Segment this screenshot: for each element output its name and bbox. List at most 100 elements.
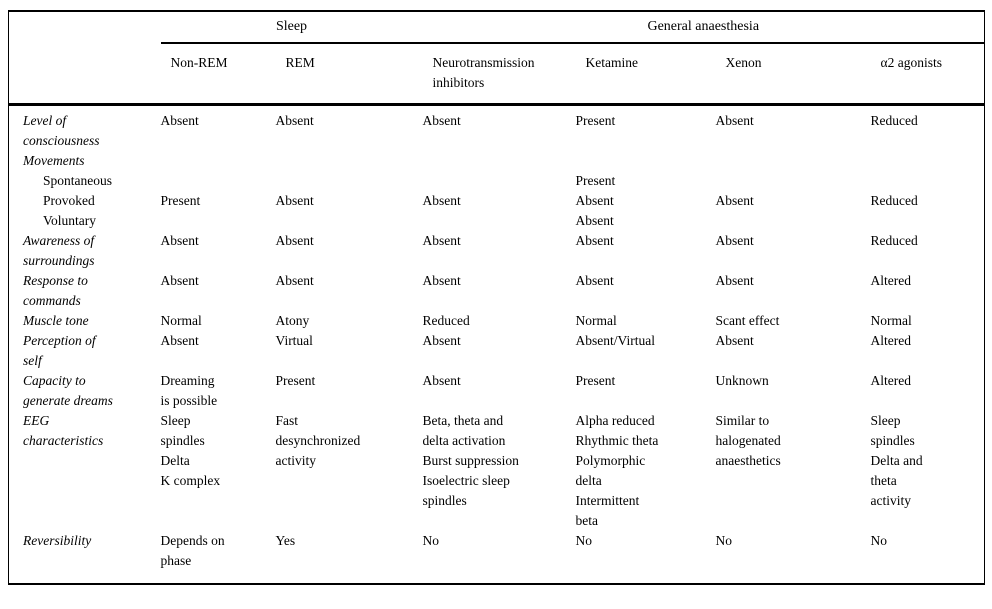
table-cell: Present (575, 373, 616, 388)
table-cell (576, 151, 716, 171)
table-cell (276, 211, 423, 231)
row-label: Voluntary (43, 213, 96, 228)
table-cell: Absent (160, 333, 199, 348)
row-label: Movements (23, 153, 85, 168)
column-header-stub (8, 43, 161, 106)
table-cell (161, 171, 276, 191)
table-cell: Absent (422, 373, 461, 388)
table-cell: Absent (275, 193, 314, 208)
table-cell (161, 211, 276, 231)
table-cell: Fast desynchronized activity (275, 413, 361, 468)
table-cell: Present (575, 113, 616, 128)
table-cell: Absent (160, 113, 199, 128)
table-cell: Absent (275, 113, 314, 128)
table-cell: Yes (275, 533, 296, 548)
row-label: Perception of self (23, 333, 96, 368)
table-cell (423, 151, 576, 171)
table-cell: Reduced (870, 233, 918, 248)
table-row: Perception of self Absent Virtual Absent Abs… (9, 331, 985, 371)
table-cell: Beta, theta and delta activation Burst s… (422, 413, 519, 508)
row-label: Provoked (43, 193, 95, 208)
table-cell: Absent (575, 273, 614, 288)
table-cell: Absent (715, 233, 754, 248)
table-body: Level of consciousness Absent Absent Absent… (9, 105, 985, 585)
table-cell: No (870, 533, 888, 548)
table-cell: Present (575, 173, 616, 188)
table-cell: Absent (715, 273, 754, 288)
table-cell: Normal (160, 313, 202, 328)
column-header-row: Non-REM REM Neurotransmission inhibitors… (8, 43, 985, 106)
table-cell: Alpha reduced Rhythmic theta Polymorphic… (575, 413, 659, 528)
column-header-ketamine: Ketamine (575, 43, 716, 106)
table-cell: Absent (422, 193, 461, 208)
table-row: Spontaneous Present (9, 171, 985, 191)
table-cell (276, 151, 423, 171)
table-header: Sleep General anaesthesia Non-REM REM Ne… (8, 11, 985, 106)
column-header-rem: REM (275, 43, 423, 106)
table-cell (871, 171, 985, 191)
group-header-row: Sleep General anaesthesia (9, 11, 985, 44)
table-cell: Altered (870, 373, 911, 388)
column-header-non-rem: Non-REM (160, 43, 276, 106)
table-cell: Absent/Virtual (575, 333, 655, 348)
group-header-general-anaesthesia: General anaesthesia (422, 11, 985, 44)
table-row: Reversibility Depends on phase Yes No No No No (9, 531, 985, 584)
table-cell: Absent (160, 273, 199, 288)
table-cell: Normal (575, 313, 617, 328)
table-cell: Present (160, 193, 201, 208)
table-cell: Absent (715, 113, 754, 128)
table-cell: Absent (275, 273, 314, 288)
row-label: Response to commands (23, 273, 88, 308)
sleep-vs-anaesthesia-table: Sleep General anaesthesia Non-REM REM Ne… (8, 10, 986, 585)
table-row: Provoked Present Absent Absent Absent Absent R… (9, 191, 985, 211)
column-header-neurotransmission-inhibitors: Neurotransmission inhibitors (422, 43, 576, 106)
table-cell: Absent (715, 333, 754, 348)
table-cell: Scant effect (715, 313, 780, 328)
table-cell: Absent (160, 233, 199, 248)
column-header-xenon: Xenon (715, 43, 871, 106)
group-header-stub (9, 11, 161, 43)
table-cell: Atony (275, 313, 310, 328)
table-cell: Absent (575, 233, 614, 248)
table-cell (423, 211, 576, 231)
table-cell: No (575, 533, 593, 548)
table-row: Response to commands Absent Absent Absent Ab… (9, 271, 985, 311)
table-cell: Reduced (870, 193, 918, 208)
table-cell (276, 171, 423, 191)
table-cell: Reduced (870, 113, 918, 128)
table-cell: Virtual (275, 333, 313, 348)
table-cell: Normal (870, 313, 912, 328)
table-cell: Altered (870, 333, 911, 348)
table-cell: Absent (422, 273, 461, 288)
table-cell: Dreaming is possible (160, 373, 218, 408)
table-cell: Sleep spindles Delta K complex (160, 413, 221, 488)
table-cell: Unknown (715, 373, 769, 388)
table-cell: Present (275, 373, 316, 388)
row-label: EEG characteristics (23, 413, 104, 448)
table-row: Muscle tone Normal Atony Reduced Normal Scant… (9, 311, 985, 331)
table-cell: Absent (275, 233, 314, 248)
table-row: Level of consciousness Absent Absent Absent… (9, 105, 985, 152)
row-label: Reversibility (23, 533, 92, 548)
table-cell (871, 211, 985, 231)
table-cell (871, 151, 985, 171)
table-cell (161, 151, 276, 171)
table-cell (716, 171, 871, 191)
table-row: Capacity to generate dreams Dreaming is p… (9, 371, 985, 411)
table-cell: Reduced (422, 313, 470, 328)
row-label: Muscle tone (23, 313, 89, 328)
table-cell: Altered (870, 273, 911, 288)
table-cell: No (422, 533, 440, 548)
table-cell (716, 151, 871, 171)
table-cell: Absent (575, 213, 614, 228)
table-row: Voluntary Absent (9, 211, 985, 231)
row-label: Capacity to generate dreams (23, 373, 113, 408)
table-cell: Similar to halogenated anaesthetics (715, 413, 781, 468)
table-cell: Absent (422, 333, 461, 348)
table-cell: Absent (715, 193, 754, 208)
table-row: Movements (9, 151, 985, 171)
table-cell: Absent (422, 113, 461, 128)
row-label: Awareness of surroundings (23, 233, 95, 268)
table-cell: No (715, 533, 733, 548)
group-header-sleep: Sleep (160, 11, 423, 44)
